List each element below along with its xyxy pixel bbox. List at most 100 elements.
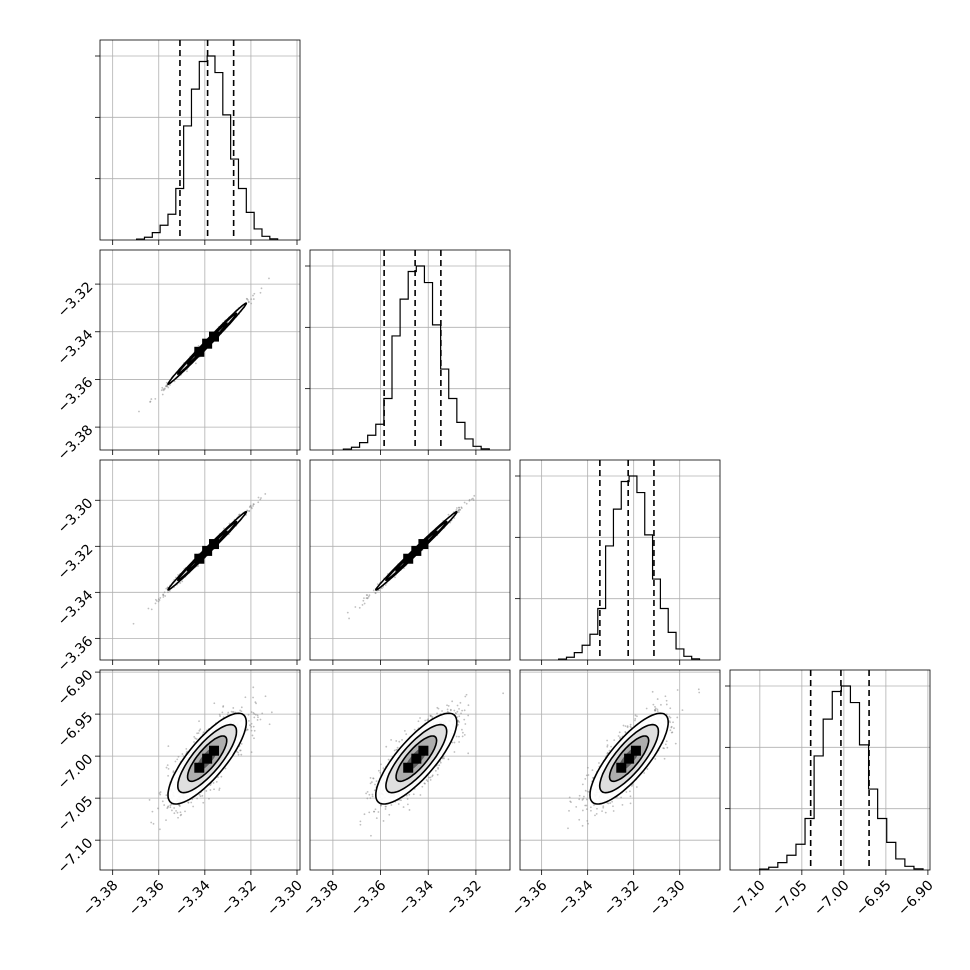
histogram-panel <box>729 669 931 871</box>
scatter-point <box>202 801 205 804</box>
scatter-point <box>253 716 256 719</box>
scatter-point <box>190 801 193 804</box>
scatter-point <box>401 739 403 741</box>
scatter-point <box>395 748 398 751</box>
scatter-point <box>252 503 255 506</box>
scatter-point <box>215 780 218 783</box>
scatter-point <box>446 704 448 707</box>
scatter-point <box>429 776 432 779</box>
scatter-point <box>664 695 667 698</box>
histogram-series <box>342 265 490 450</box>
scatter-point <box>184 810 186 813</box>
scatter-point <box>463 501 466 504</box>
scatter-point <box>458 506 460 509</box>
scatter-point <box>660 703 662 706</box>
histogram-panel <box>99 39 301 241</box>
scatter-point <box>179 811 182 814</box>
scatter-point <box>602 805 605 808</box>
scatter-point <box>373 810 376 813</box>
scatter-point <box>363 602 366 605</box>
scatter-point <box>431 715 434 718</box>
scatter-point <box>208 797 210 800</box>
scatter-point <box>224 767 227 770</box>
scatter-point <box>458 715 461 718</box>
scatter-point <box>374 783 376 786</box>
scatter-point <box>624 725 627 728</box>
scatter-point <box>458 741 461 743</box>
scatter-point <box>458 735 460 738</box>
scatter-point <box>246 728 249 731</box>
scatter-point <box>361 604 364 606</box>
scatter-point <box>426 780 429 783</box>
scatter-point <box>221 711 224 714</box>
scatter-point <box>199 795 202 798</box>
scatter-point <box>252 711 255 714</box>
scatter-point <box>575 805 578 808</box>
scatter-point <box>132 622 135 625</box>
scatter-point <box>419 794 422 796</box>
scatter-point <box>463 718 466 721</box>
scatter-point <box>172 771 175 774</box>
scatter-point <box>374 592 377 595</box>
scatter-point <box>209 789 212 791</box>
scatter-point <box>227 711 230 714</box>
scatter-point <box>369 797 372 800</box>
scatter-point <box>405 733 408 735</box>
scatter-point <box>382 820 385 822</box>
scatter-point <box>240 706 243 709</box>
scatter-point <box>458 708 460 710</box>
scatter-point <box>366 797 369 800</box>
density-core <box>418 539 429 550</box>
scatter-point <box>254 713 257 716</box>
scatter-point <box>173 812 176 815</box>
scatter-point <box>193 741 195 743</box>
scatter-point <box>157 600 160 603</box>
scatter-point <box>502 692 505 695</box>
scatter-point <box>376 583 379 585</box>
density-core <box>403 553 414 564</box>
scatter-point <box>167 774 170 777</box>
scatter-point <box>147 607 150 610</box>
scatter-point <box>429 779 432 781</box>
scatter-point <box>668 715 671 718</box>
scatter-point <box>218 787 221 790</box>
scatter-point <box>177 816 179 819</box>
density-core <box>411 545 422 556</box>
scatter-point <box>467 704 470 707</box>
scatter-point <box>264 695 267 698</box>
scatter-point <box>213 788 215 791</box>
scatter-point <box>363 813 366 816</box>
scatter-point <box>646 768 649 770</box>
scatter-point <box>697 688 700 691</box>
scatter-point <box>622 724 625 727</box>
scatter-point <box>173 380 176 383</box>
scatter-point <box>606 739 609 742</box>
scatter-point <box>402 806 405 808</box>
scatter-point <box>578 798 581 801</box>
scatter-point <box>181 753 184 755</box>
scatter-point <box>138 410 140 413</box>
scatter-point <box>406 798 409 800</box>
scatter-point <box>423 782 426 785</box>
scatter-point <box>367 595 370 598</box>
scatter-point <box>165 794 168 797</box>
scatter-point <box>150 608 153 611</box>
scatter-group <box>346 494 476 620</box>
scatter-point <box>676 689 679 691</box>
density-core <box>403 762 414 773</box>
density-core <box>194 553 205 564</box>
scatter-point <box>398 740 401 743</box>
scatter-point <box>179 814 182 817</box>
scatter-point <box>634 717 637 720</box>
scatter-point <box>370 781 373 783</box>
scatter-point <box>157 807 159 810</box>
scatter-point <box>163 804 166 806</box>
scatter-point <box>248 719 250 722</box>
scatter-panel <box>309 459 511 661</box>
scatter-point <box>358 606 361 609</box>
scatter-point <box>232 707 235 709</box>
scatter-point <box>663 757 666 760</box>
scatter-point <box>252 298 255 300</box>
scatter-point <box>250 711 253 713</box>
scatter-point <box>169 804 172 807</box>
